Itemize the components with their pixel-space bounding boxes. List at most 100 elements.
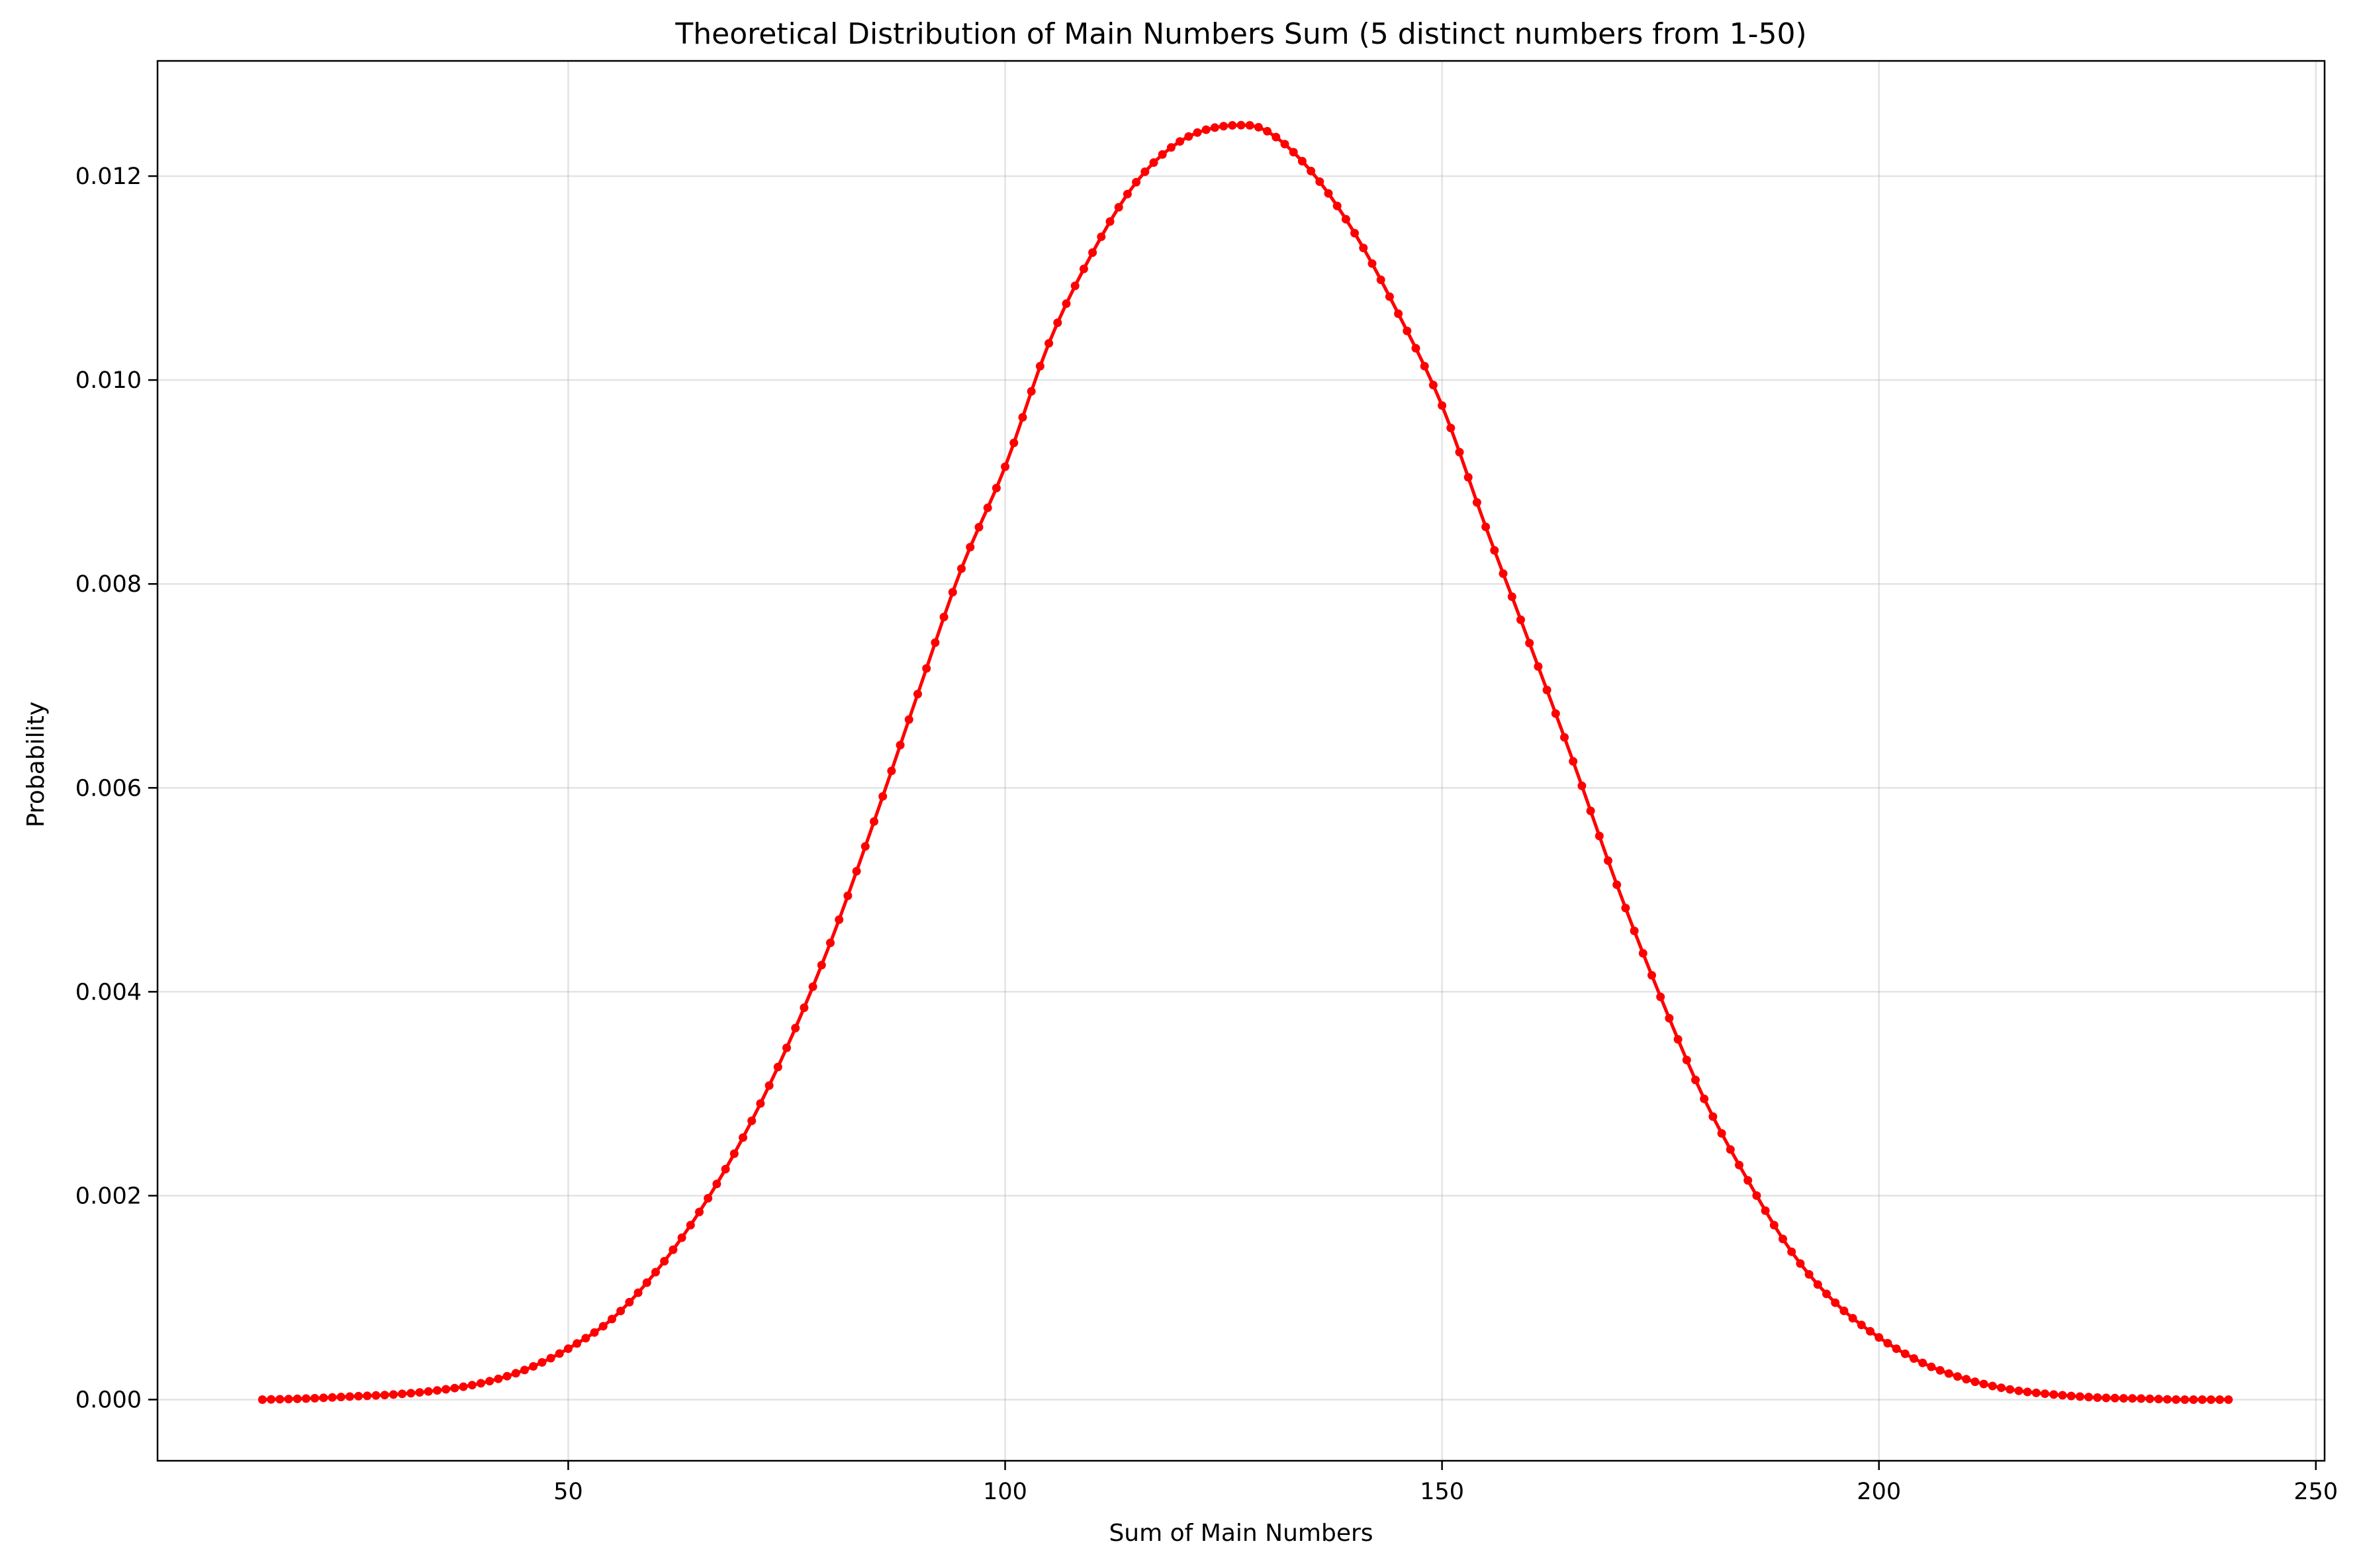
data-point <box>363 1391 372 1401</box>
y-tick-label: 0.004 <box>75 979 142 1005</box>
data-point <box>1158 150 1167 159</box>
data-point <box>1935 1365 1945 1375</box>
data-point <box>1822 1289 1831 1299</box>
data-point <box>1166 143 1176 152</box>
data-point <box>1656 992 1665 1001</box>
data-point <box>1176 137 1185 146</box>
data-point <box>808 982 817 992</box>
data-point <box>1979 1379 1988 1389</box>
y-tick-label: 0.000 <box>75 1387 142 1414</box>
data-point <box>1272 132 1281 142</box>
data-point <box>1577 781 1587 790</box>
data-point <box>1604 856 1612 865</box>
data-point <box>1857 1320 1866 1330</box>
data-point <box>1918 1358 1927 1367</box>
data-point <box>275 1395 285 1404</box>
data-point <box>651 1268 660 1277</box>
data-point <box>1953 1372 1962 1381</box>
data-point <box>1341 214 1350 224</box>
data-point <box>1875 1333 1884 1342</box>
data-point <box>345 1392 354 1401</box>
data-point <box>704 1193 713 1203</box>
data-point <box>1455 447 1464 457</box>
x-tick-label: 50 <box>553 1479 583 1505</box>
data-point <box>2137 1394 2146 1403</box>
data-point <box>1796 1259 1805 1268</box>
data-point <box>739 1133 747 1142</box>
data-point <box>1132 177 1141 187</box>
data-point <box>2066 1391 2076 1401</box>
data-point <box>2154 1395 2163 1404</box>
data-point <box>2206 1395 2215 1405</box>
data-point <box>1910 1354 1918 1363</box>
data-point <box>747 1116 757 1125</box>
data-point <box>537 1358 547 1367</box>
x-axis-label: Sum of Main Numbers <box>1109 1520 1373 1547</box>
data-point <box>2075 1392 2084 1401</box>
data-point <box>1839 1307 1849 1315</box>
data-point <box>502 1371 512 1381</box>
data-point <box>1184 132 1193 141</box>
data-point <box>1638 948 1647 958</box>
data-point <box>860 842 870 851</box>
data-point <box>529 1361 538 1371</box>
data-point <box>782 1043 791 1052</box>
y-tick-label: 0.012 <box>75 163 142 190</box>
data-point <box>826 939 835 947</box>
data-point <box>712 1179 721 1189</box>
data-point <box>887 766 896 776</box>
data-point <box>520 1365 529 1375</box>
data-point <box>1900 1349 1910 1358</box>
data-point <box>1717 1129 1726 1138</box>
data-point <box>573 1339 582 1348</box>
data-point <box>1062 299 1071 308</box>
data-point <box>669 1245 678 1254</box>
data-point <box>2172 1395 2181 1404</box>
data-point <box>1481 522 1491 531</box>
y-tick-label: 0.008 <box>75 571 142 598</box>
data-point <box>1359 244 1368 253</box>
data-point <box>1376 275 1385 285</box>
data-point <box>1542 686 1551 694</box>
data-point <box>555 1349 564 1358</box>
data-point <box>1114 203 1123 212</box>
data-point <box>2180 1395 2190 1405</box>
data-point <box>608 1314 616 1324</box>
data-point <box>1507 592 1516 601</box>
data-point <box>389 1390 398 1399</box>
data-point <box>695 1207 704 1217</box>
data-point <box>336 1393 346 1402</box>
data-point <box>1079 264 1088 273</box>
data-point <box>800 1003 809 1012</box>
data-point <box>1787 1247 1796 1256</box>
data-point <box>581 1334 590 1343</box>
data-point <box>1569 757 1578 766</box>
data-point <box>301 1394 310 1403</box>
data-point <box>764 1081 774 1090</box>
data-point <box>1743 1176 1753 1185</box>
data-point <box>2128 1394 2137 1403</box>
data-point <box>1700 1094 1709 1103</box>
data-point <box>2023 1387 2032 1397</box>
data-point <box>1446 424 1456 433</box>
data-point <box>2189 1395 2198 1405</box>
data-point <box>660 1257 669 1266</box>
data-point <box>371 1391 381 1400</box>
data-point <box>2102 1393 2111 1403</box>
data-point <box>1289 148 1298 157</box>
data-point <box>957 564 966 573</box>
data-point <box>1988 1381 1997 1391</box>
data-point <box>1280 140 1289 149</box>
data-point <box>598 1322 608 1331</box>
data-point <box>1970 1377 1980 1387</box>
data-point <box>922 664 931 673</box>
data-point <box>1097 232 1106 242</box>
data-point <box>939 612 949 622</box>
data-point <box>450 1383 459 1393</box>
data-point <box>1263 126 1272 136</box>
x-tick-label: 100 <box>983 1479 1027 1505</box>
data-point <box>257 1395 267 1405</box>
data-point <box>2049 1390 2059 1399</box>
data-point <box>2014 1386 2023 1395</box>
data-point <box>494 1374 503 1383</box>
